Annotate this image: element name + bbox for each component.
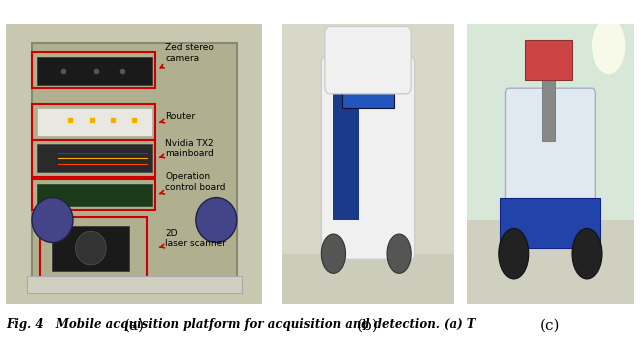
Bar xyxy=(37,57,152,86)
Bar xyxy=(500,198,600,248)
Bar xyxy=(52,226,129,270)
FancyBboxPatch shape xyxy=(325,26,412,94)
Circle shape xyxy=(196,198,237,242)
Bar xyxy=(542,57,556,142)
Bar xyxy=(37,184,152,206)
Text: (b): (b) xyxy=(357,318,379,332)
Bar xyxy=(282,254,454,304)
Text: Zed stereo
camera: Zed stereo camera xyxy=(160,43,214,68)
Circle shape xyxy=(387,234,412,273)
Circle shape xyxy=(572,228,602,279)
Bar xyxy=(37,144,152,172)
Text: Nvidia TX2
mainboard: Nvidia TX2 mainboard xyxy=(159,139,214,158)
Bar xyxy=(525,41,572,80)
Circle shape xyxy=(499,228,529,279)
Text: (c): (c) xyxy=(540,318,561,332)
Bar xyxy=(27,276,242,293)
Bar xyxy=(467,220,634,304)
Text: Operation
control board: Operation control board xyxy=(159,172,226,194)
Bar xyxy=(333,94,360,220)
Text: Router: Router xyxy=(159,112,195,123)
Text: (a): (a) xyxy=(124,318,145,332)
Circle shape xyxy=(76,231,106,265)
Bar xyxy=(32,52,155,88)
Circle shape xyxy=(592,18,625,74)
Bar xyxy=(32,179,155,210)
Polygon shape xyxy=(45,46,224,282)
FancyBboxPatch shape xyxy=(321,57,415,259)
FancyBboxPatch shape xyxy=(506,88,595,240)
Bar xyxy=(32,140,155,176)
Bar xyxy=(282,24,454,254)
Circle shape xyxy=(321,234,346,273)
Bar xyxy=(467,24,634,220)
Bar xyxy=(32,104,155,140)
Text: Fig. 4   Mobile acquisition platform for acquisition and detection. (a) T: Fig. 4 Mobile acquisition platform for a… xyxy=(6,318,476,331)
Bar xyxy=(342,74,394,108)
Bar xyxy=(32,43,237,290)
Bar xyxy=(37,108,152,136)
Bar xyxy=(40,217,147,282)
Text: 2D
laser scanner: 2D laser scanner xyxy=(159,228,226,248)
Circle shape xyxy=(32,198,73,242)
